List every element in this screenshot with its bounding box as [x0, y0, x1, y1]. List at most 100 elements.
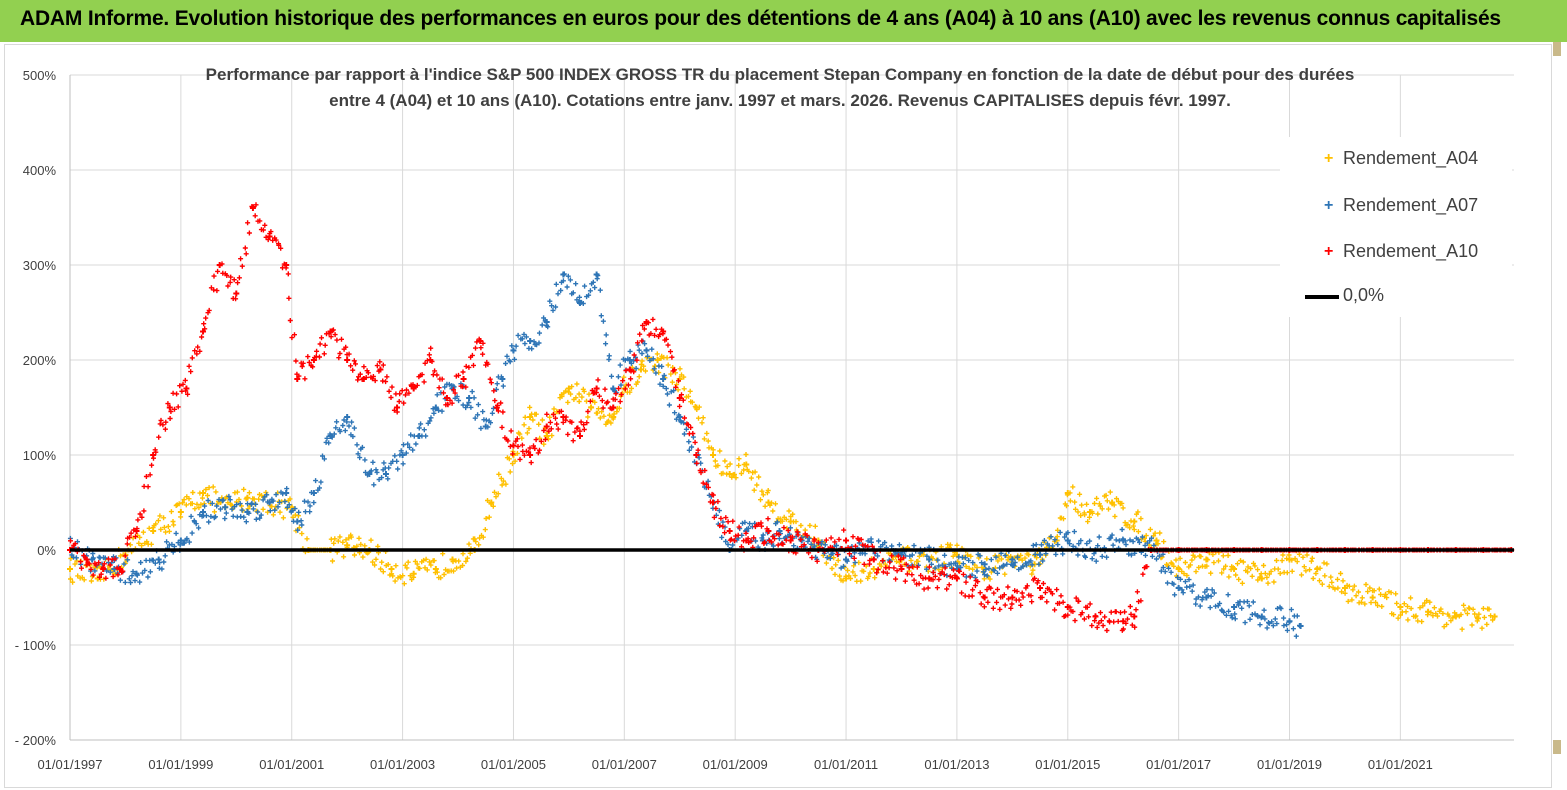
scatter-markers — [955, 551, 986, 580]
scatter-markers — [788, 529, 820, 564]
scatter-markers — [1087, 489, 1113, 520]
chart-title-line-2: entre 4 (A04) et 10 ans (A10). Cotations… — [329, 91, 1231, 110]
scatter-markers — [445, 372, 466, 408]
scatter-markers — [643, 316, 665, 340]
axes — [69, 75, 1514, 741]
data-point — [1009, 556, 1016, 563]
scatter-markers — [1286, 548, 1319, 581]
data-point — [477, 338, 484, 344]
chart-legend: + Rendement_A04 + Rendement_A07 + Rendem… — [1280, 137, 1512, 317]
y-tick-label: 0% — [37, 543, 56, 558]
data-point — [726, 528, 733, 534]
data-point — [1131, 613, 1138, 620]
scatter-markers — [284, 486, 298, 524]
scatter-markers — [1010, 542, 1042, 572]
x-tick-label: 01/01/2019 — [1257, 757, 1322, 772]
legend-label-a04: Rendement_A04 — [1343, 148, 1479, 168]
x-tick-label: 01/01/2011 — [814, 757, 878, 772]
scatter-markers — [1230, 558, 1263, 586]
scatter-markers — [660, 373, 682, 422]
scatter-markers — [177, 512, 205, 548]
y-tick-label: - 100% — [15, 638, 57, 653]
data-point — [111, 566, 118, 572]
scatter-markers — [432, 551, 454, 581]
data-point — [83, 556, 90, 563]
legend-marker-a07: + — [1324, 197, 1334, 214]
data-point — [382, 471, 389, 477]
data-point — [155, 556, 162, 563]
data-point — [388, 566, 395, 572]
data-point — [527, 452, 534, 458]
scatter-markers — [694, 404, 714, 451]
y-tick-label: 300% — [23, 258, 57, 273]
scatter-markers — [677, 366, 698, 409]
data-point — [1397, 604, 1404, 610]
scatter-markers — [1038, 581, 1068, 619]
scatter-markers — [394, 382, 414, 415]
data-point — [1297, 623, 1304, 629]
scatter-markers — [1009, 575, 1041, 608]
scatter-markers — [245, 492, 271, 522]
data-point — [233, 290, 240, 297]
data-point — [1064, 537, 1071, 544]
x-tick-label: 01/01/1997 — [37, 757, 102, 772]
legend-line-zero — [1305, 295, 1339, 299]
legend-label-a10: Rendement_A10 — [1343, 241, 1479, 261]
data-point — [710, 452, 717, 458]
scatter-markers — [1258, 552, 1290, 586]
scatter-markers — [727, 456, 747, 481]
scatter-markers — [377, 359, 399, 413]
scatter-markers — [222, 493, 249, 525]
scatter-markers — [223, 486, 249, 514]
scatter-markers — [643, 346, 665, 387]
scatter-markers — [134, 462, 155, 532]
report-title: ADAM Informe. Evolution historique des p… — [20, 7, 1501, 30]
scatter-markers — [510, 331, 532, 362]
scatter-markers — [1232, 599, 1263, 628]
scatter-markers — [677, 418, 697, 465]
scatter-markers — [1425, 599, 1458, 630]
scatter-markers — [344, 351, 365, 383]
scatter-markers — [1065, 529, 1097, 562]
y-tick-label: 400% — [23, 163, 57, 178]
scatter-markers — [544, 408, 564, 434]
legend-item-a07: + Rendement_A07 — [1280, 195, 1512, 219]
data-point — [743, 461, 750, 468]
scatter-markers — [245, 490, 271, 515]
data-point — [222, 504, 229, 511]
data-point — [166, 404, 173, 411]
scatter-markers — [478, 340, 498, 404]
data-point — [310, 490, 317, 496]
data-point — [443, 395, 450, 401]
scatter-markers — [1342, 582, 1374, 607]
scatter-markers — [654, 351, 681, 393]
data-point — [266, 499, 273, 506]
data-point — [1491, 613, 1498, 620]
scatter-markers — [483, 374, 504, 430]
chart-frame — [4, 44, 1552, 788]
scatter-markers — [1092, 609, 1125, 633]
scatter-markers — [710, 492, 731, 536]
scatter-markers — [495, 400, 514, 449]
chart-title: Performance par rapport à l'indice S&P 5… — [160, 62, 1400, 114]
data-point — [626, 357, 633, 363]
legend-item-zero: 0,0% — [1280, 285, 1512, 309]
data-point — [660, 376, 667, 382]
scatter-markers — [1120, 604, 1135, 632]
scatter-markers — [267, 489, 288, 514]
data-point — [1231, 604, 1238, 610]
scatter-markers — [472, 498, 492, 548]
data-point — [527, 414, 534, 420]
data-point — [981, 561, 988, 568]
scatter-markers — [743, 520, 770, 550]
resize-handle-top-icon[interactable] — [1553, 42, 1561, 56]
scatter-markers — [871, 550, 902, 581]
scatter-markers — [328, 327, 349, 361]
x-tick-label: 01/01/2015 — [1035, 757, 1100, 772]
scatter-markers — [954, 568, 986, 607]
scatter-markers — [327, 417, 348, 440]
scatter-markers — [560, 414, 581, 444]
resize-handle-bottom-icon[interactable] — [1553, 740, 1561, 754]
scatter-markers — [311, 435, 332, 506]
x-tick-label: 01/01/2009 — [703, 757, 768, 772]
